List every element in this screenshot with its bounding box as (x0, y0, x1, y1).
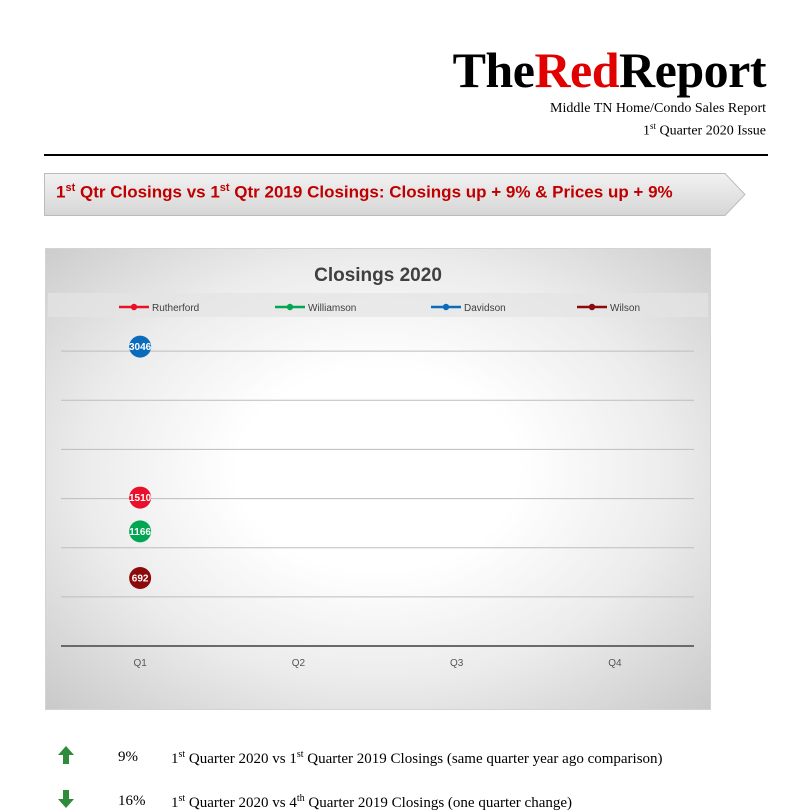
banner-arrow-shape (44, 173, 746, 216)
stat-desc-a: 1 (171, 751, 179, 767)
data-label: 692 (132, 573, 149, 584)
stat-desc-a: 1 (171, 795, 179, 811)
legend-marker (588, 303, 596, 311)
section-banner: 1st Qtr Closings vs 1st Qtr 2019 Closing… (44, 173, 746, 216)
banner-part-2: Qtr Closings vs 1 (75, 182, 220, 202)
data-label: 1166 (129, 527, 151, 538)
the-red-report-logo: TheRedReport (452, 42, 767, 98)
legend-label: Davidson (464, 303, 506, 314)
stat-desc-c: Quarter 2019 Closings (one quarter chang… (304, 795, 573, 811)
chart-canvas: Closings 2020 Q1 Q2 Q3 Q4 Rutherford Williamso… (48, 265, 708, 669)
x-tick-label: Q3 (450, 658, 464, 669)
issue-sup: st (649, 121, 656, 131)
stat-description: 1st Quarter 2020 vs 1st Quarter 2019 Clo… (171, 749, 663, 768)
stat-desc-sup-a: st (178, 793, 186, 804)
banner-sup-2: st (219, 182, 230, 194)
chart-title: Closings 2020 (314, 265, 442, 286)
legend-marker (442, 303, 450, 311)
stat-row: 16% 1st Quarter 2020 vs 4th Quarter 2019 … (0, 790, 810, 812)
logo-report: Report (619, 42, 766, 98)
legend-band (48, 293, 708, 317)
banner-part-1: 1 (56, 182, 66, 202)
data-point (129, 335, 152, 358)
legend-marker (286, 303, 294, 311)
arrow-up-icon (58, 746, 74, 764)
issue-pre: 1 (642, 123, 650, 139)
x-tick-label: Q1 (133, 658, 147, 669)
stat-percent: 9% (118, 749, 138, 765)
stat-desc-sup-a: st (178, 749, 186, 760)
legend-label: Rutherford (152, 303, 199, 314)
issue-line: 1st Quarter 2020 Issue (643, 118, 766, 140)
stat-description: 1st Quarter 2020 vs 4th Quarter 2019 Clo… (171, 793, 572, 812)
logo-the: The (452, 42, 535, 98)
data-point (129, 566, 152, 589)
banner-sup-1: st (65, 182, 76, 194)
data-point (129, 520, 152, 543)
legend-label: Wilson (610, 303, 640, 314)
issue-post: Quarter 2020 Issue (655, 123, 766, 139)
x-tick-label: Q2 (292, 658, 306, 669)
data-label: 3046 (129, 342, 152, 353)
banner-part-3: Qtr 2019 Closings: Closings up + 9% & Pr… (229, 182, 673, 202)
data-label: 1510 (129, 493, 152, 504)
banner-title: 1st Qtr Closings vs 1st Qtr 2019 Closing… (56, 182, 673, 203)
report-subtitle: Middle TN Home/Condo Sales Report (550, 101, 766, 116)
legend-marker (130, 303, 138, 311)
arrow-down-icon (58, 790, 74, 808)
stat-desc-sup-b: st (296, 749, 304, 760)
stat-desc-sup-b: th (296, 793, 305, 804)
stat-percent: 16% (118, 793, 146, 809)
data-point (129, 486, 152, 509)
stat-row: 9% 1st Quarter 2020 vs 1st Quarter 2019 C… (0, 746, 810, 768)
closings-chart: Closings 2020 Q1 Q2 Q3 Q4 Rutherford Williamso… (45, 248, 711, 710)
x-tick-label: Q4 (608, 658, 622, 669)
header-divider (44, 154, 768, 156)
legend-label: Williamson (308, 303, 356, 314)
stat-desc-b: Quarter 2020 vs 4 (185, 795, 297, 811)
stat-desc-b: Quarter 2020 vs 1 (185, 751, 297, 767)
logo-red: Red (534, 42, 620, 98)
stat-desc-c: Quarter 2019 Closings (same quarter year… (303, 751, 663, 767)
